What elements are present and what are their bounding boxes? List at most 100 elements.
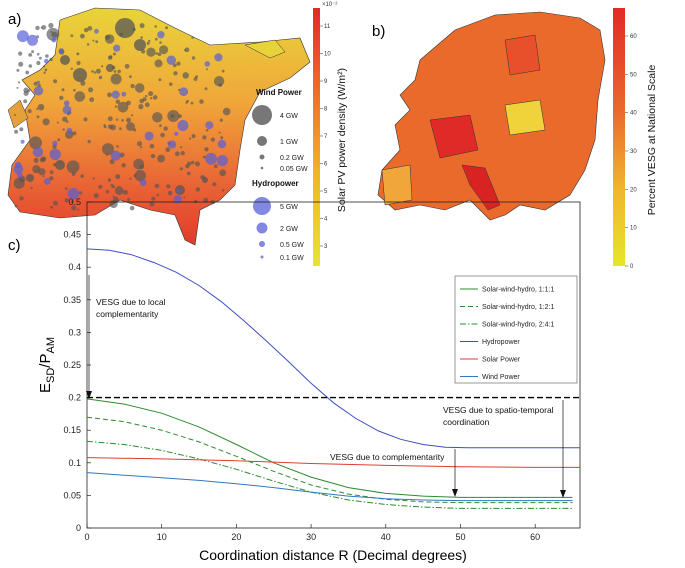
wind-site-marker (193, 199, 198, 204)
wind-site-marker (166, 184, 171, 189)
wind-site-marker (130, 83, 135, 89)
wind-site-marker (51, 31, 58, 38)
hydro-site-marker (58, 48, 64, 54)
wind-site-marker (129, 177, 132, 180)
wind-legend-marker (260, 166, 264, 170)
wind-site-marker (19, 127, 24, 132)
wind-site-marker (114, 105, 118, 108)
legend-label: Solar-wind-hydro, 1:1:1 (482, 287, 554, 294)
wind-site-marker (27, 109, 32, 114)
wind-legend-label: 1 GW (280, 139, 298, 146)
wind-site-marker (202, 177, 208, 183)
wind-site-marker (213, 76, 225, 87)
hydro-site-marker (17, 172, 23, 179)
hydro-legend-marker (253, 197, 271, 215)
wind-site-marker (222, 107, 231, 116)
legend-label: Solar-wind-hydro, 1:2:1 (482, 304, 554, 311)
wind-site-marker (107, 55, 113, 60)
colorbar-b-tick-label: 20 (630, 187, 637, 193)
annotation-spatiotemporal: VESG due to spatio-temporal coordination (443, 400, 566, 498)
hydro-site-marker (205, 152, 218, 165)
wind-site-marker (26, 174, 34, 182)
wind-site-marker (31, 50, 35, 54)
y-tick-label: 0.25 (63, 360, 81, 370)
wind-site-marker (144, 102, 150, 108)
hydro-site-marker (66, 127, 73, 134)
wind-site-marker (18, 51, 23, 56)
wind-site-marker (221, 189, 225, 192)
map-a-colorbar-ticks: 3 4 5 6 7 8 9 10 11 (320, 24, 331, 250)
wind-site-marker (23, 99, 28, 104)
wind-site-marker (28, 53, 33, 57)
wind-site-marker (149, 143, 155, 149)
wind-site-marker (160, 132, 165, 138)
series-line-1 (86, 416, 573, 504)
wind-site-marker (195, 187, 200, 192)
wind-site-marker (16, 86, 19, 89)
y-tick-label: 0.35 (63, 295, 81, 305)
wind-site-marker (117, 69, 121, 74)
wind-site-marker (218, 131, 221, 134)
wind-site-marker (80, 174, 84, 178)
hydro-site-marker (36, 80, 41, 85)
wind-site-marker (202, 135, 207, 140)
hydro-site-marker (33, 86, 44, 96)
hydro-site-marker (139, 179, 147, 187)
hydro-site-marker (121, 91, 127, 97)
annotation-local-arrowhead (86, 391, 92, 399)
wind-site-marker (195, 75, 198, 79)
wind-site-marker (126, 117, 131, 123)
wind-site-marker (104, 34, 110, 40)
wind-site-marker (115, 18, 135, 38)
wind-site-marker (101, 65, 104, 68)
wind-site-marker (102, 143, 114, 156)
colorbar-a-tick-label: 5 (324, 189, 328, 195)
annotation-spatiotemporal-arrowhead (560, 490, 566, 498)
wind-site-marker (167, 110, 180, 122)
colorbar-b-tick-label: 40 (630, 111, 637, 117)
hydro-legend-marker (259, 241, 265, 247)
legend-label: Hydropower (482, 339, 520, 346)
wind-site-marker (176, 61, 181, 66)
wind-site-marker (124, 63, 130, 69)
wind-site-marker (91, 70, 94, 73)
wind-site-marker (87, 139, 91, 144)
map-b-colorbar-ticks: 0 10 20 30 40 50 60 (625, 34, 637, 270)
wind-site-marker (23, 87, 29, 93)
wind-site-marker (80, 33, 85, 39)
series-layer (86, 248, 580, 509)
wind-site-marker (107, 116, 113, 122)
wind-site-marker (93, 193, 99, 199)
wind-site-marker (121, 119, 124, 122)
wind-site-marker (190, 160, 195, 165)
wind-site-marker (113, 70, 117, 73)
wind-site-marker (126, 197, 131, 202)
wind-site-marker (14, 114, 16, 117)
hydro-legend-title: Hydropower (252, 179, 299, 188)
wind-legend-label: 0.05 GW (280, 166, 308, 173)
wind-site-marker (86, 43, 90, 46)
map-b-region-central (429, 114, 479, 159)
wind-site-marker (107, 92, 112, 98)
wind-site-marker (106, 153, 109, 156)
wind-site-marker (185, 164, 190, 169)
wind-site-marker (43, 65, 46, 68)
wind-site-marker (42, 118, 50, 126)
wind-site-marker (109, 159, 115, 165)
wind-legend-marker (257, 136, 267, 146)
hydro-legend-marker (256, 222, 268, 234)
hydro-site-marker (32, 146, 44, 158)
wind-site-marker (186, 171, 191, 176)
wind-site-marker (157, 154, 166, 163)
wind-site-marker (28, 64, 33, 68)
wind-site-marker (18, 61, 24, 67)
wind-site-marker (185, 101, 188, 104)
wind-site-marker (139, 23, 145, 29)
hydro-legend-label: 0.5 GW (280, 242, 304, 249)
wind-site-marker (131, 114, 134, 117)
series-line-4 (86, 457, 580, 468)
wind-site-marker (148, 91, 154, 97)
wind-site-marker (57, 138, 61, 142)
hydro-site-marker (52, 140, 58, 147)
colorbar-a-tick-label: 8 (324, 107, 328, 113)
